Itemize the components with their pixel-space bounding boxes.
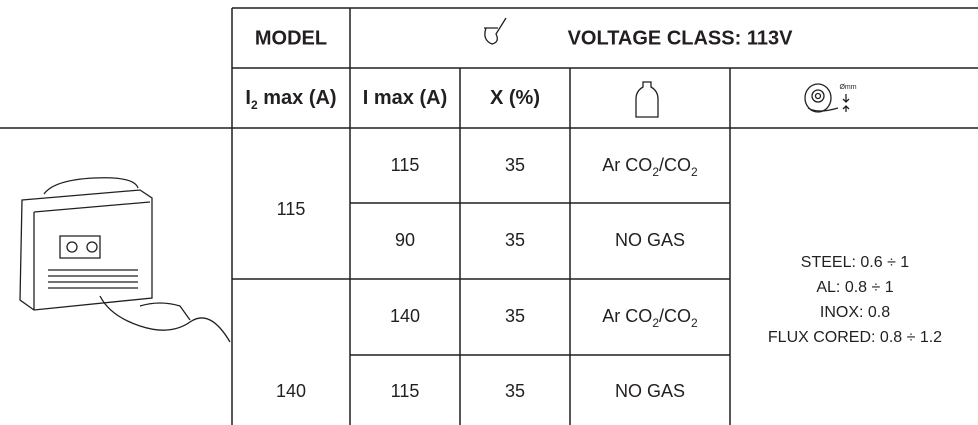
column-header: I2 max (A) xyxy=(245,87,336,112)
spool-lines xyxy=(808,94,849,112)
spec-table: MODEL VOLTAGE CLASS: 113V I2 max (A) I m… xyxy=(0,0,978,425)
text-part: NO GAS xyxy=(615,381,685,401)
torch-icon xyxy=(484,18,506,44)
wire-spec: INOX: 0.8 xyxy=(820,304,890,321)
model-value: 140 xyxy=(276,381,306,401)
i-max-value: 140 xyxy=(390,306,420,326)
duty-value: 35 xyxy=(505,230,525,250)
torch-cable xyxy=(100,296,230,342)
spool-inner xyxy=(812,90,824,102)
model-value: 115 xyxy=(277,199,306,219)
duty-value: 35 xyxy=(505,381,525,401)
wire-spec: FLUX CORED: 0.8 ÷ 1.2 xyxy=(768,329,942,346)
welder-illustration xyxy=(20,178,230,342)
gas-bottle-icon xyxy=(636,82,658,117)
welder-body xyxy=(20,178,152,310)
i-max-value: 90 xyxy=(395,230,415,250)
i-max-value: 115 xyxy=(391,381,420,401)
gas-value: Ar CO2/CO2 xyxy=(602,306,698,330)
text-part: I max (A) xyxy=(363,87,447,109)
gas-value: NO GAS xyxy=(615,381,685,401)
wire-spec: STEEL: 0.6 ÷ 1 xyxy=(801,254,909,271)
model-header: MODEL xyxy=(255,27,327,49)
wire-spec: AL: 0.8 ÷ 1 xyxy=(816,279,893,296)
table-rules xyxy=(0,8,978,425)
text-part: /CO xyxy=(659,155,691,175)
welder-panel xyxy=(48,236,138,288)
subscript: 2 xyxy=(691,165,698,179)
column-header: X (%) xyxy=(490,87,540,109)
text-part: max (A) xyxy=(258,87,337,109)
text-part: Ar CO xyxy=(602,306,652,326)
text-part: /CO xyxy=(659,306,691,326)
text-part: Ar CO xyxy=(602,155,652,175)
text-part: X (%) xyxy=(490,87,540,109)
knob xyxy=(87,242,97,252)
text-part: NO GAS xyxy=(615,230,685,250)
duty-value: 35 xyxy=(505,306,525,326)
subscript: 2 xyxy=(691,316,698,330)
knob xyxy=(67,242,77,252)
duty-value: 35 xyxy=(505,155,525,175)
wire-spool-icon: Ømm xyxy=(805,84,857,112)
i-max-value: 115 xyxy=(391,155,420,175)
spool-hub xyxy=(816,94,821,99)
gas-value: Ar CO2/CO2 xyxy=(602,155,698,179)
voltage-header: VOLTAGE CLASS: 113V xyxy=(568,27,794,49)
column-header: I max (A) xyxy=(363,87,447,109)
wire-icon-label: Ømm xyxy=(839,84,856,91)
gas-value: NO GAS xyxy=(615,230,685,250)
